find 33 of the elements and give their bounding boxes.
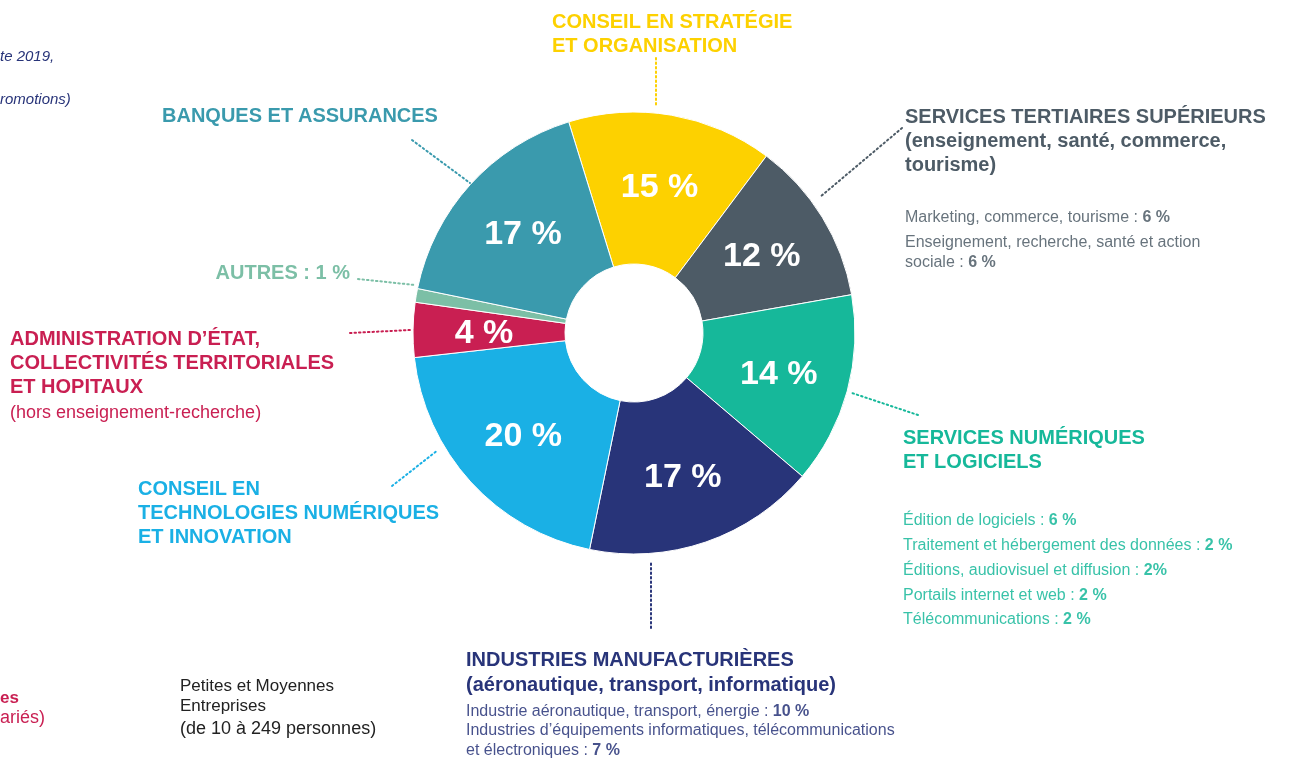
text: (de 10 à 249 personnes): [180, 718, 377, 738]
slice-label: AUTRES : 1 %: [215, 261, 351, 283]
slice-label: SERVICES NUMÉRIQUES ET LOGICIELS: [903, 426, 1145, 472]
text: es: [0, 688, 19, 707]
slice-label: BANQUES ET ASSURANCES: [162, 104, 438, 126]
text: romotions): [0, 90, 71, 107]
text: Marketing, commerce, tourisme : 6 %: [905, 208, 1170, 225]
text: Traitement et hébergement des données : 2 %: [903, 536, 1233, 553]
text: ariés): [0, 707, 46, 727]
text: (aéronautique, transport, informatique): [466, 673, 837, 695]
data-label: 4 %: [454, 311, 514, 350]
text: Éditions, audiovisuel et diffusion : 2%: [903, 560, 1167, 578]
slice-label: CONSEIL EN TECHNOLOGIES NUMÉRIQUES ET INNOVATION: [138, 477, 440, 547]
slice-label: SERVICES TERTIAIRES SUPÉRIEURS: [905, 105, 1266, 127]
text: (hors enseignement-recherche): [10, 402, 262, 422]
text: Industrie aéronautique, transport, énergie : 10 %: [466, 702, 810, 719]
text: Portails internet et web : 2 %: [903, 586, 1107, 603]
text: te 2019,: [0, 47, 55, 64]
data-label: 14 %: [739, 353, 818, 392]
slice-label: CONSEIL EN STRATÉGIE ET ORGANISATION: [552, 10, 793, 56]
slice-label: INDUSTRIES MANUFACTURIÈRES: [466, 648, 794, 670]
text: (enseignement, santé, commerce, tourisme): [905, 129, 1227, 175]
text: Industries d’équipements informatiques, télécommunications et électroniques : 7 %: [466, 721, 895, 758]
data-label: 15 %: [620, 166, 699, 205]
text: Petites et Moyennes Entreprises: [180, 676, 335, 715]
data-label: 12 %: [723, 235, 801, 274]
data-label: 20 %: [484, 415, 562, 454]
data-label: 17 %: [484, 213, 562, 252]
text: Édition de logiciels : 6 %: [903, 510, 1077, 528]
slice-label: ADMINISTRATION D’ÉTAT, COLLECTIVITÉS TERRITORIALES ET HOPITAUX: [10, 327, 335, 397]
text: Télécommunications : 2 %: [903, 610, 1091, 627]
text: Enseignement, recherche, santé et action sociale : 6 %: [905, 233, 1201, 270]
data-label: 17 %: [644, 455, 722, 494]
